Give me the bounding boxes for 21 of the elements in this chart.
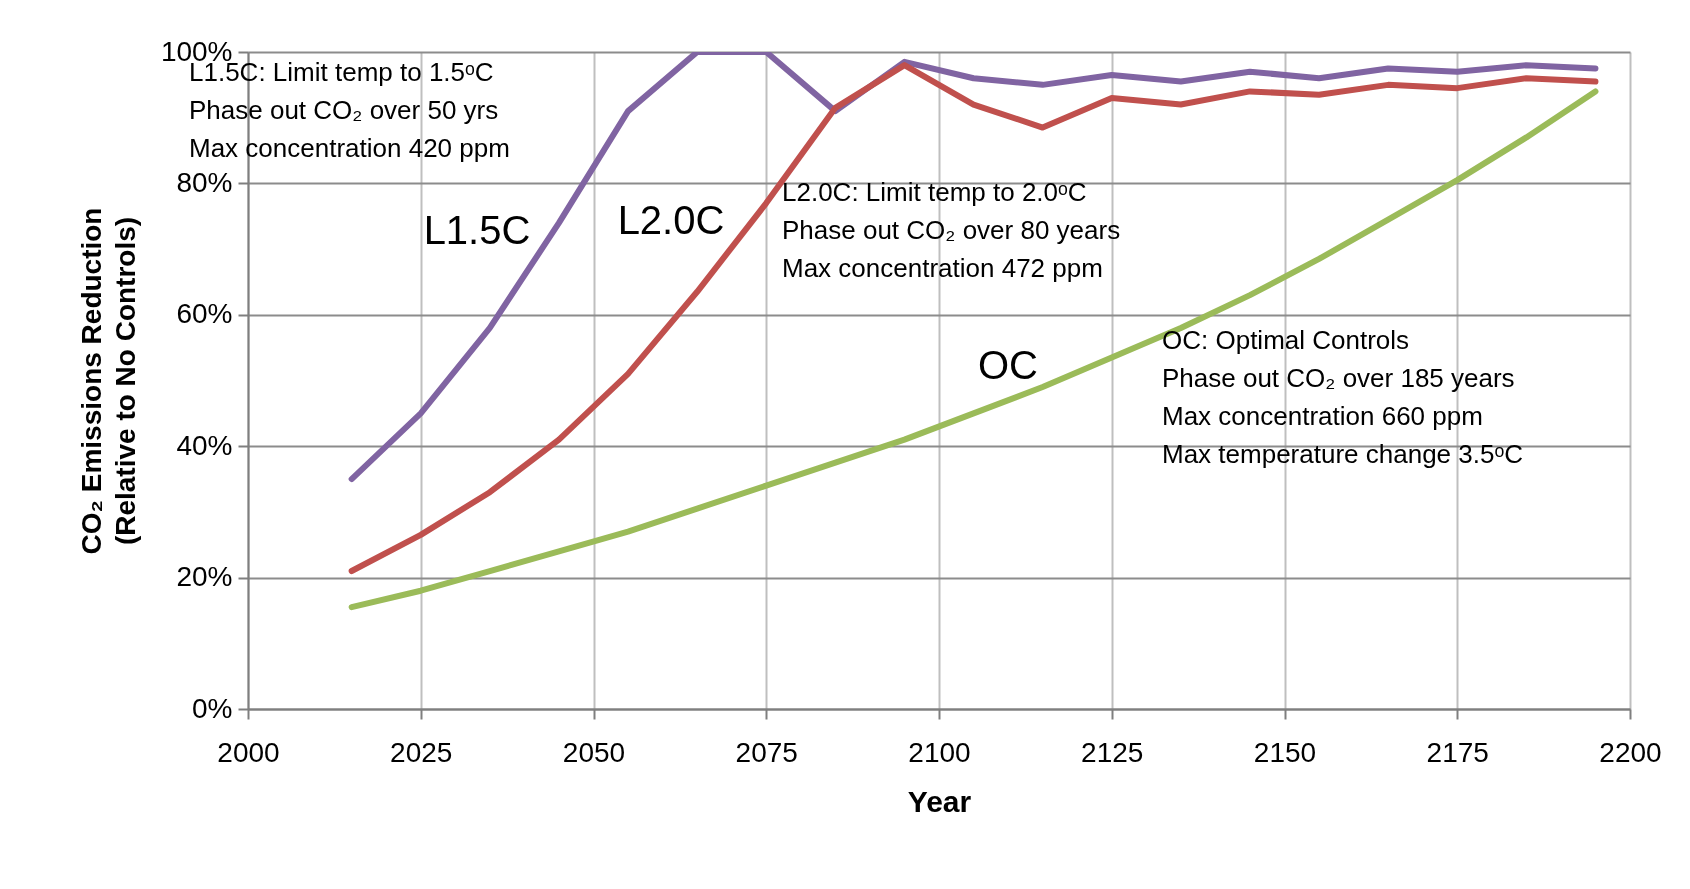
x-tick-label: 2125	[1081, 736, 1144, 768]
y-tick-label: 20%	[176, 561, 233, 593]
annotation: L2.0C: Limit temp to 2.0ᵒC Phase out CO₂ over 80 years Max concentration 472 ppm	[782, 177, 1121, 283]
x-axis-title: Year	[907, 784, 972, 818]
y-tick-label: 60%	[176, 298, 233, 330]
y-tick-label: 80%	[176, 166, 233, 198]
x-tick-label: 2175	[1426, 736, 1489, 768]
series-label: L2.0C	[617, 198, 725, 242]
x-tick-label: 2025	[390, 736, 453, 768]
x-tick-label: 2150	[1253, 736, 1317, 768]
series-label: OC	[978, 343, 1038, 387]
y-axis-title: CO₂ Emissions Reduction (Relative to No Controls)	[75, 207, 141, 555]
y-tick-label: 40%	[176, 429, 233, 461]
x-tick-label: 2200	[1599, 736, 1662, 768]
annotation: OC: Optimal Controls Phase out CO₂ over 185 years Max concentration 660 ppm Max temperature change 3.5ᵒC	[1162, 325, 1524, 469]
x-tick-label: 2100	[908, 736, 971, 768]
x-tick-label: 2000	[217, 736, 280, 768]
x-tick-label: 2050	[562, 736, 626, 768]
y-tick-label: 0%	[192, 692, 233, 724]
series-label: L1.5C	[423, 208, 531, 252]
x-tick-label: 2075	[735, 736, 798, 768]
